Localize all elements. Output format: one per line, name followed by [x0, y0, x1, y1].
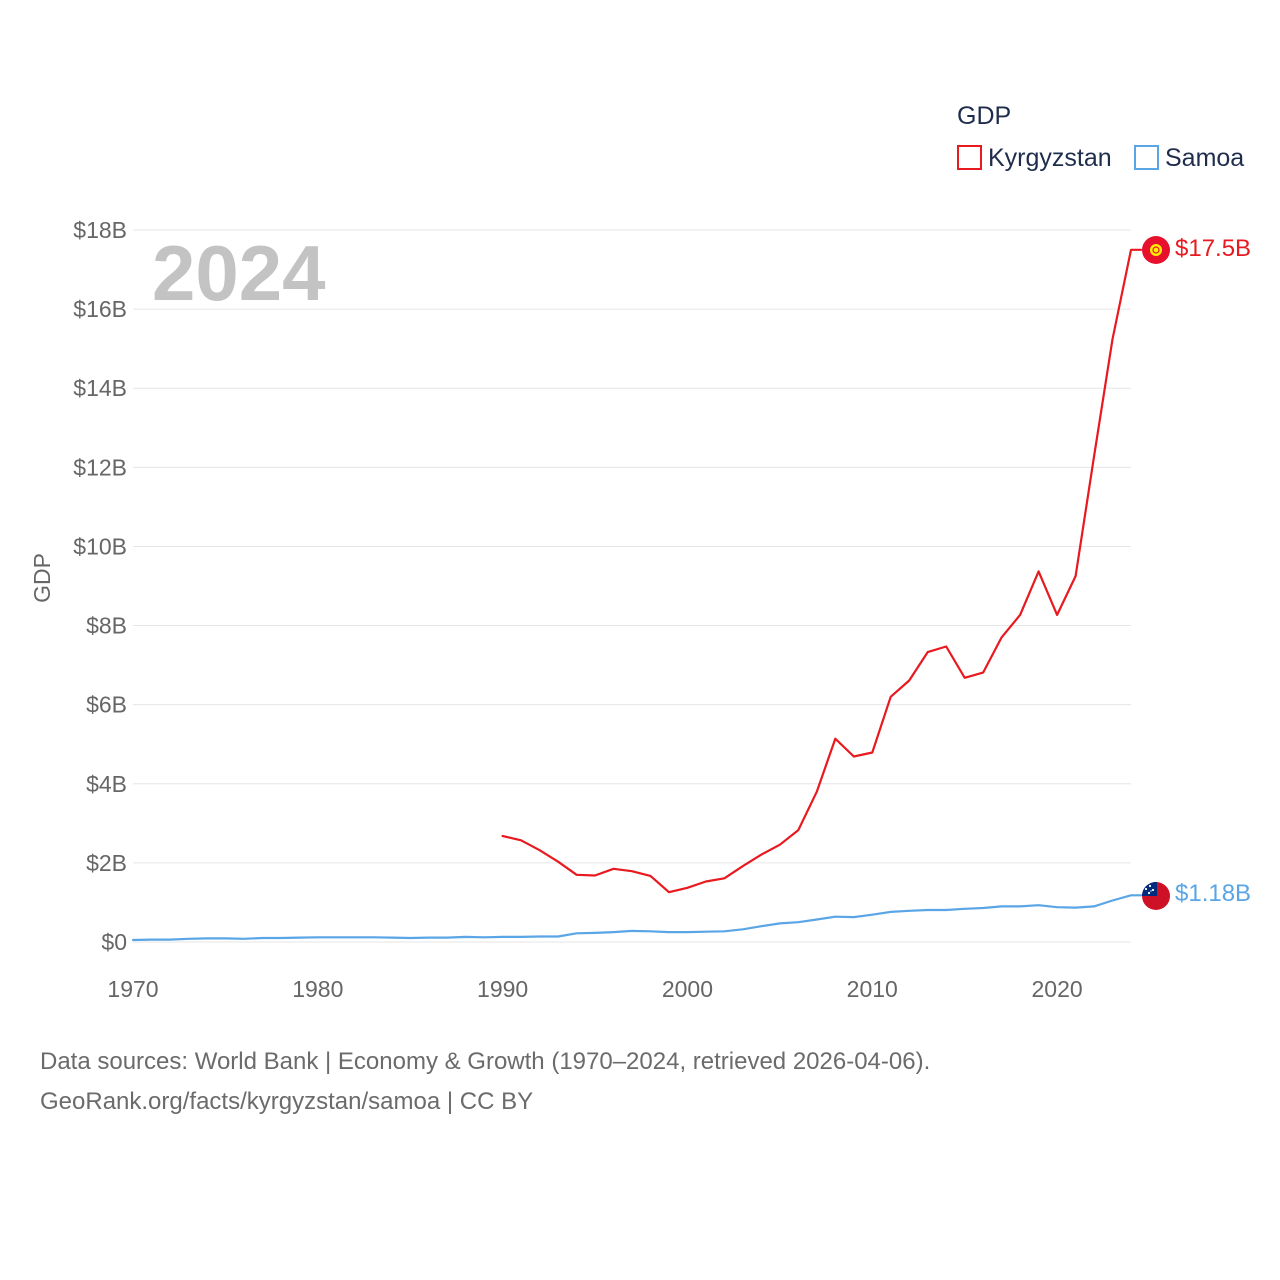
- y-tick-label: $18B: [73, 217, 127, 243]
- y-tick-label: $14B: [73, 375, 127, 401]
- kyrgyzstan-flag-icon: [1142, 236, 1170, 264]
- end-label-samoa: $1.18B: [1175, 880, 1251, 907]
- y-tick-label: $2B: [86, 850, 127, 876]
- legend-label-samoa[interactable]: Samoa: [1165, 144, 1244, 172]
- legend-swatch-kyrgyzstan[interactable]: [957, 145, 982, 170]
- y-tick-label: $12B: [73, 454, 127, 480]
- legend-title: GDP: [957, 102, 1011, 130]
- x-tick-label: 1990: [477, 976, 528, 1002]
- y-tick-label: $8B: [86, 613, 127, 639]
- y-tick-label: $6B: [86, 692, 127, 718]
- series-lines: [131, 248, 1143, 942]
- samoa-flag-icon: [1142, 882, 1170, 910]
- x-tick-label: 1980: [292, 976, 343, 1002]
- y-tick-label: $10B: [73, 533, 127, 559]
- y-tick-label: $4B: [86, 771, 127, 797]
- legend-swatch-samoa[interactable]: [1134, 145, 1159, 170]
- y-tick-label: $16B: [73, 296, 127, 322]
- year-watermark: 2024: [152, 229, 326, 317]
- legend: GDP Kyrgyzstan Samoa: [957, 102, 1244, 172]
- series-line-kyrgyzstan[interactable]: [501, 248, 1143, 894]
- x-tick-label: 2010: [847, 976, 898, 1002]
- source-link[interactable]: GeoRank.org/facts/kyrgyzstan/samoa | CC …: [40, 1088, 534, 1115]
- y-axis-title: GDP: [29, 553, 55, 603]
- y-axis-ticks: $0 $2B $4B $6B $8B $10B $12B $14B $16B $18B: [73, 217, 127, 955]
- legend-label-kyrgyzstan[interactable]: Kyrgyzstan: [988, 144, 1112, 172]
- series-line-samoa[interactable]: [131, 894, 1143, 942]
- x-tick-label: 1970: [107, 976, 158, 1002]
- end-label-kyrgyzstan: $17.5B: [1175, 235, 1251, 262]
- y-tick-label: $0: [101, 929, 127, 955]
- footer: Data sources: World Bank | Economy & Gro…: [40, 1042, 930, 1122]
- x-tick-label: 2000: [662, 976, 713, 1002]
- x-axis-ticks: 1970 1980 1990 2000 2010 2020: [107, 976, 1082, 1002]
- x-tick-label: 2020: [1031, 976, 1082, 1002]
- grid-lines: [133, 229, 1131, 943]
- data-sources-note: Data sources: World Bank | Economy & Gro…: [40, 1048, 931, 1075]
